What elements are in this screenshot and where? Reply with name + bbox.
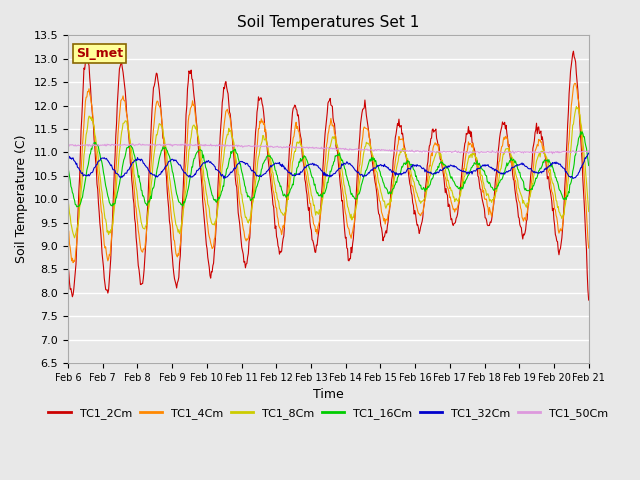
TC1_2Cm (585, 297, 593, 303)
TC1_16Cm (585, 163, 593, 168)
TC1_50Cm (408, 148, 415, 154)
Y-axis label: Soil Temperature (C): Soil Temperature (C) (15, 135, 28, 264)
TC1_8Cm (573, 104, 580, 109)
TC1_4Cm (392, 153, 400, 159)
X-axis label: Time: Time (313, 388, 344, 401)
TC1_8Cm (180, 197, 188, 203)
TC1_2Cm (74, 226, 81, 232)
TC1_2Cm (64, 261, 72, 267)
TC1_2Cm (127, 165, 135, 171)
TC1_8Cm (208, 221, 216, 227)
Line: TC1_50Cm: TC1_50Cm (68, 144, 589, 154)
TC1_32Cm (585, 150, 593, 156)
TC1_50Cm (74, 143, 81, 148)
TC1_50Cm (180, 141, 188, 147)
Line: TC1_8Cm: TC1_8Cm (68, 107, 589, 238)
TC1_16Cm (73, 204, 81, 210)
TC1_16Cm (408, 161, 415, 167)
TC1_50Cm (127, 142, 135, 147)
TC1_16Cm (208, 192, 216, 198)
TC1_8Cm (70, 235, 78, 241)
TC1_32Cm (127, 163, 135, 169)
TC1_8Cm (392, 168, 400, 173)
Title: Soil Temperatures Set 1: Soil Temperatures Set 1 (237, 15, 420, 30)
TC1_32Cm (406, 167, 414, 172)
TC1_4Cm (128, 160, 136, 166)
TC1_32Cm (392, 172, 399, 178)
TC1_4Cm (69, 260, 77, 265)
TC1_2Cm (392, 134, 399, 140)
TC1_8Cm (585, 209, 593, 215)
Line: TC1_16Cm: TC1_16Cm (68, 132, 589, 207)
TC1_2Cm (406, 183, 414, 189)
TC1_8Cm (74, 221, 82, 227)
Line: TC1_32Cm: TC1_32Cm (68, 153, 589, 179)
TC1_4Cm (585, 245, 593, 251)
TC1_32Cm (207, 160, 215, 166)
TC1_50Cm (64, 141, 72, 147)
TC1_32Cm (64, 155, 72, 161)
TC1_4Cm (180, 181, 188, 187)
TC1_4Cm (408, 182, 415, 188)
Line: TC1_2Cm: TC1_2Cm (68, 51, 589, 300)
TC1_4Cm (64, 226, 72, 232)
TC1_4Cm (571, 80, 579, 86)
TC1_8Cm (64, 197, 72, 203)
TC1_50Cm (585, 148, 593, 154)
TC1_2Cm (180, 169, 188, 175)
TC1_8Cm (408, 171, 415, 177)
TC1_16Cm (74, 203, 82, 209)
TC1_4Cm (74, 221, 82, 227)
TC1_2Cm (207, 269, 215, 275)
TC1_32Cm (180, 169, 188, 175)
TC1_50Cm (392, 147, 400, 153)
TC1_32Cm (569, 176, 577, 181)
TC1_50Cm (548, 151, 556, 156)
TC1_2Cm (570, 48, 577, 54)
TC1_50Cm (208, 143, 216, 148)
Legend: TC1_2Cm, TC1_4Cm, TC1_8Cm, TC1_16Cm, TC1_32Cm, TC1_50Cm: TC1_2Cm, TC1_4Cm, TC1_8Cm, TC1_16Cm, TC1… (44, 403, 612, 423)
TC1_16Cm (128, 144, 136, 150)
TC1_16Cm (392, 179, 400, 184)
TC1_16Cm (180, 200, 188, 206)
TC1_32Cm (74, 164, 81, 170)
TC1_16Cm (577, 129, 584, 134)
TC1_4Cm (208, 246, 216, 252)
Text: SI_met: SI_met (76, 47, 123, 60)
TC1_16Cm (64, 165, 72, 170)
TC1_50Cm (129, 141, 136, 146)
Line: TC1_4Cm: TC1_4Cm (68, 83, 589, 263)
TC1_8Cm (128, 149, 136, 155)
